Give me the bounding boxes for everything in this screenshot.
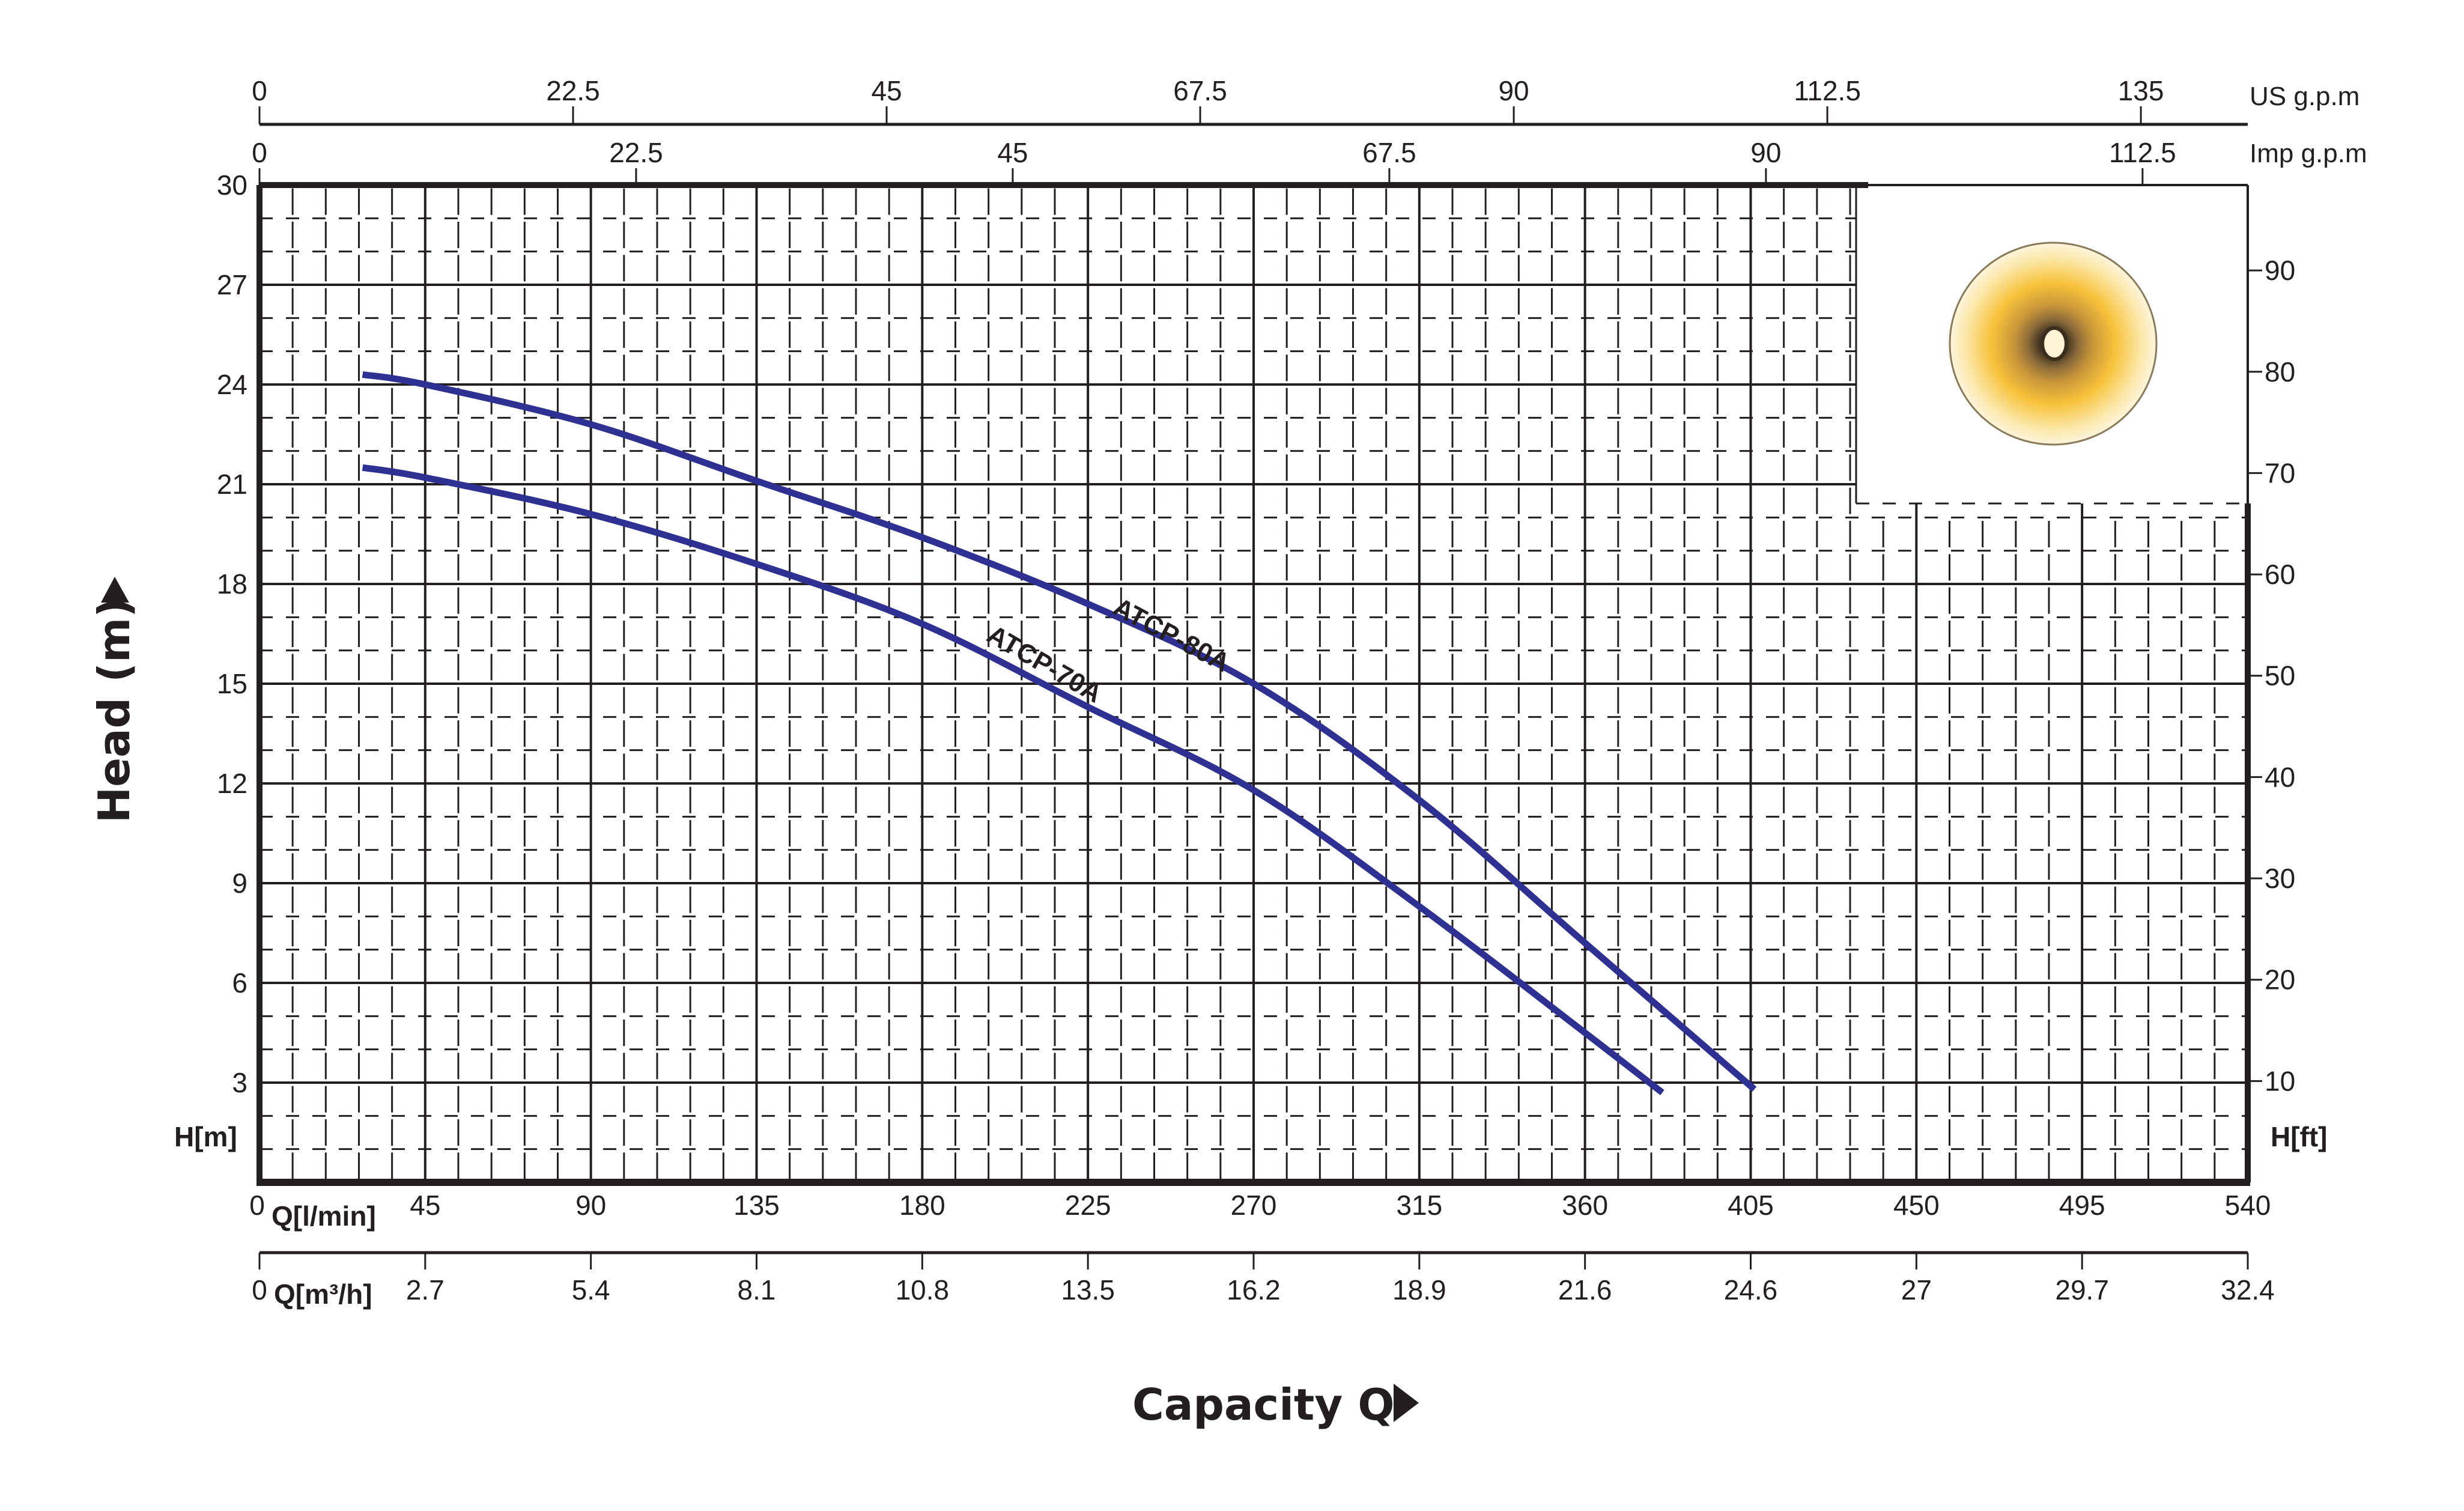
y-right-tick-label: 70 — [2265, 457, 2295, 488]
us-gpm-tick-label: 45 — [871, 75, 902, 106]
y-tick-label: 3 — [232, 1067, 247, 1098]
x-m3h-tick-label: 32.4 — [2221, 1274, 2275, 1306]
y-tick-label: 12 — [217, 768, 247, 799]
x-m3h-tick-label: 29.7 — [2055, 1274, 2109, 1306]
curve-label: ATCP-80A — [1108, 592, 1234, 678]
imp-gpm-tick-label: 45 — [997, 137, 1028, 168]
y-tick-label: 6 — [232, 967, 247, 999]
x-tick-label: 135 — [733, 1190, 780, 1221]
y-right-tick-label: 40 — [2265, 761, 2295, 792]
x-tick-label: 495 — [2059, 1190, 2105, 1221]
axis-labels: Head (m) Capacity Q H[m] H[ft] Q[l/min] … — [89, 82, 2367, 1430]
us-gpm-tick-label: 90 — [1498, 75, 1529, 106]
y-tick-label: 18 — [217, 568, 247, 600]
x-m3h-tick-label: 18.9 — [1392, 1274, 1446, 1306]
x-tick-label: 180 — [899, 1190, 945, 1221]
y-right-tick-label: 60 — [2265, 559, 2295, 590]
x-m3h-tick-label: 13.5 — [1061, 1274, 1115, 1306]
y-right-tick-label: 90 — [2265, 255, 2295, 286]
imp-gpm-tick-label: 0 — [252, 137, 267, 168]
curve-atcp-80a — [362, 371, 1757, 1092]
us-gpm-tick-label: 112.5 — [1794, 75, 1861, 106]
x-m3h-tick-label: 24.6 — [1724, 1274, 1778, 1306]
y-tick-label: 30 — [217, 169, 247, 201]
imp-gpm-tick-label: 112.5 — [2109, 137, 2176, 168]
imp-gpm-tick-label: 22.5 — [609, 137, 663, 168]
q-m3h-label: Q[m³/h] — [274, 1278, 372, 1310]
y-tick-label: 21 — [217, 469, 247, 500]
x-m3h-tick-label: 10.8 — [896, 1274, 950, 1306]
x-tick-label: 45 — [410, 1190, 440, 1221]
h-ft-label: H[ft] — [2271, 1121, 2328, 1152]
triangle-up-icon — [101, 577, 129, 603]
us-gpm-tick-label: 67.5 — [1173, 75, 1227, 106]
x-m3h-tick-label: 0 — [252, 1274, 267, 1306]
x-m3h-tick-label: 2.7 — [406, 1274, 445, 1306]
y-tick-label: 24 — [217, 369, 247, 400]
y-right-tick-label: 80 — [2265, 356, 2295, 388]
imp-gpm-label: Imp g.p.m — [2250, 139, 2367, 168]
x-tick-label: 315 — [1396, 1190, 1442, 1221]
impeller-photo — [1856, 185, 2248, 503]
x-m3h-tick-label: 8.1 — [738, 1274, 776, 1306]
x-tick-label: 540 — [2225, 1190, 2271, 1221]
h-m-label: H[m] — [174, 1121, 237, 1152]
y-tick-label: 27 — [217, 269, 247, 300]
x-m3h-tick-label: 21.6 — [1558, 1274, 1612, 1306]
x-tick-label: 225 — [1065, 1190, 1111, 1221]
curve-atcp-70a — [362, 464, 1664, 1095]
x-m3h-tick-label: 16.2 — [1227, 1274, 1281, 1306]
x-tick-label: 450 — [1893, 1190, 1940, 1221]
x-m3h-tick-label: 27 — [1901, 1274, 1932, 1306]
q-lmin-label: Q[l/min] — [272, 1200, 376, 1232]
y-right-tick-label: 10 — [2265, 1065, 2295, 1096]
y-tick-label: 15 — [217, 668, 247, 699]
y-axis-title: Head (m) — [89, 598, 139, 823]
grid — [259, 185, 2248, 1182]
x-tick-label: 0 — [249, 1190, 265, 1221]
y-right-tick-label: 50 — [2265, 660, 2295, 692]
y-right-tick-label: 30 — [2265, 863, 2295, 894]
y-tick-label: 9 — [232, 868, 247, 899]
x-tick-label: 90 — [575, 1190, 606, 1221]
x-tick-label: 270 — [1231, 1190, 1277, 1221]
x-m3h-tick-label: 5.4 — [572, 1274, 610, 1306]
x-axis-title: Capacity Q — [1132, 1379, 1395, 1430]
us-gpm-label: US g.p.m — [2250, 82, 2359, 111]
x-tick-label: 360 — [1562, 1190, 1608, 1221]
us-gpm-tick-label: 135 — [2118, 75, 2164, 106]
imp-gpm-tick-label: 67.5 — [1362, 137, 1416, 168]
triangle-right-icon — [1394, 1384, 1419, 1422]
x-tick-label: 405 — [1728, 1190, 1774, 1221]
us-gpm-tick-label: 22.5 — [546, 75, 600, 106]
y-right-tick-label: 20 — [2265, 964, 2295, 996]
us-gpm-tick-label: 0 — [252, 75, 267, 106]
imp-gpm-tick-label: 90 — [1750, 137, 1781, 168]
